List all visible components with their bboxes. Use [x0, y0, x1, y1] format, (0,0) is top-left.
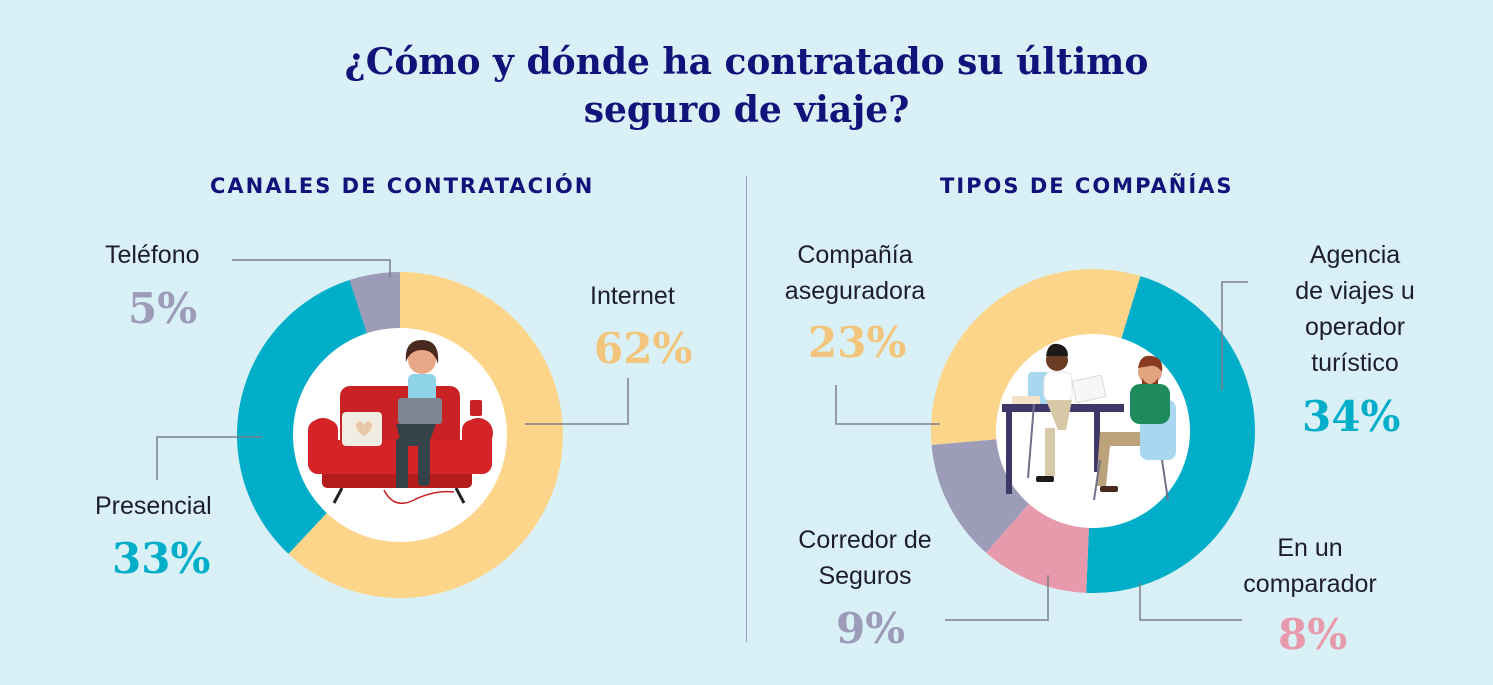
leader-line-agencia [1221, 281, 1248, 390]
leader-line-presencial [156, 436, 262, 480]
leader-line-corredor [945, 575, 1049, 621]
value-telefono: 5% [128, 284, 198, 333]
value-corredor: 9% [836, 604, 906, 653]
title-line-1: ¿Cómo y dónde ha contratado su último [344, 41, 1149, 83]
label-compania-line-2: aseguradora [784, 277, 926, 305]
label-comparador-line-1: En un [1277, 534, 1343, 562]
woman-on-sofa-illustration [308, 340, 493, 505]
label-agencia: Agencia de viajes u operador turístico [1260, 237, 1450, 381]
label-corredor: Corredor de Seguros [770, 522, 960, 594]
label-agencia-line-4: turístico [1311, 349, 1399, 377]
value-presencial: 33% [112, 534, 211, 583]
leader-line-comparador [1139, 583, 1242, 621]
value-agencia: 34% [1302, 392, 1401, 441]
label-internet: Internet [590, 282, 675, 310]
label-corredor-line-1: Corredor de [798, 526, 932, 554]
leader-line-compania [835, 385, 940, 425]
companies-section-title: TIPOS DE COMPAÑÍAS [940, 174, 1234, 198]
label-agencia-line-2: de viajes u [1295, 277, 1415, 305]
leader-line-telefono [232, 259, 391, 278]
leader-line-internet [525, 378, 629, 425]
label-compania-line-1: Compañía [797, 241, 913, 269]
meeting-illustration [1002, 343, 1176, 501]
label-presencial: Presencial [95, 492, 212, 520]
label-agencia-line-3: operador [1304, 313, 1406, 341]
label-compania: Compañía aseguradora [760, 237, 950, 309]
value-compania: 23% [808, 318, 907, 367]
label-telefono: Teléfono [105, 241, 200, 269]
section-divider [746, 176, 747, 642]
label-comparador-line-2: comparador [1243, 570, 1377, 598]
label-corredor-line-2: Seguros [818, 562, 912, 590]
infographic-title: ¿Cómo y dónde ha contratado su último se… [0, 38, 1493, 134]
value-internet: 62% [594, 324, 693, 373]
value-comparador: 8% [1278, 610, 1348, 659]
title-line-2: seguro de viaje? [583, 89, 910, 131]
label-comparador: En un comparador [1215, 530, 1405, 602]
label-agencia-line-1: Agencia [1309, 241, 1401, 269]
channels-section-title: CANALES DE CONTRATACIÓN [210, 174, 595, 198]
